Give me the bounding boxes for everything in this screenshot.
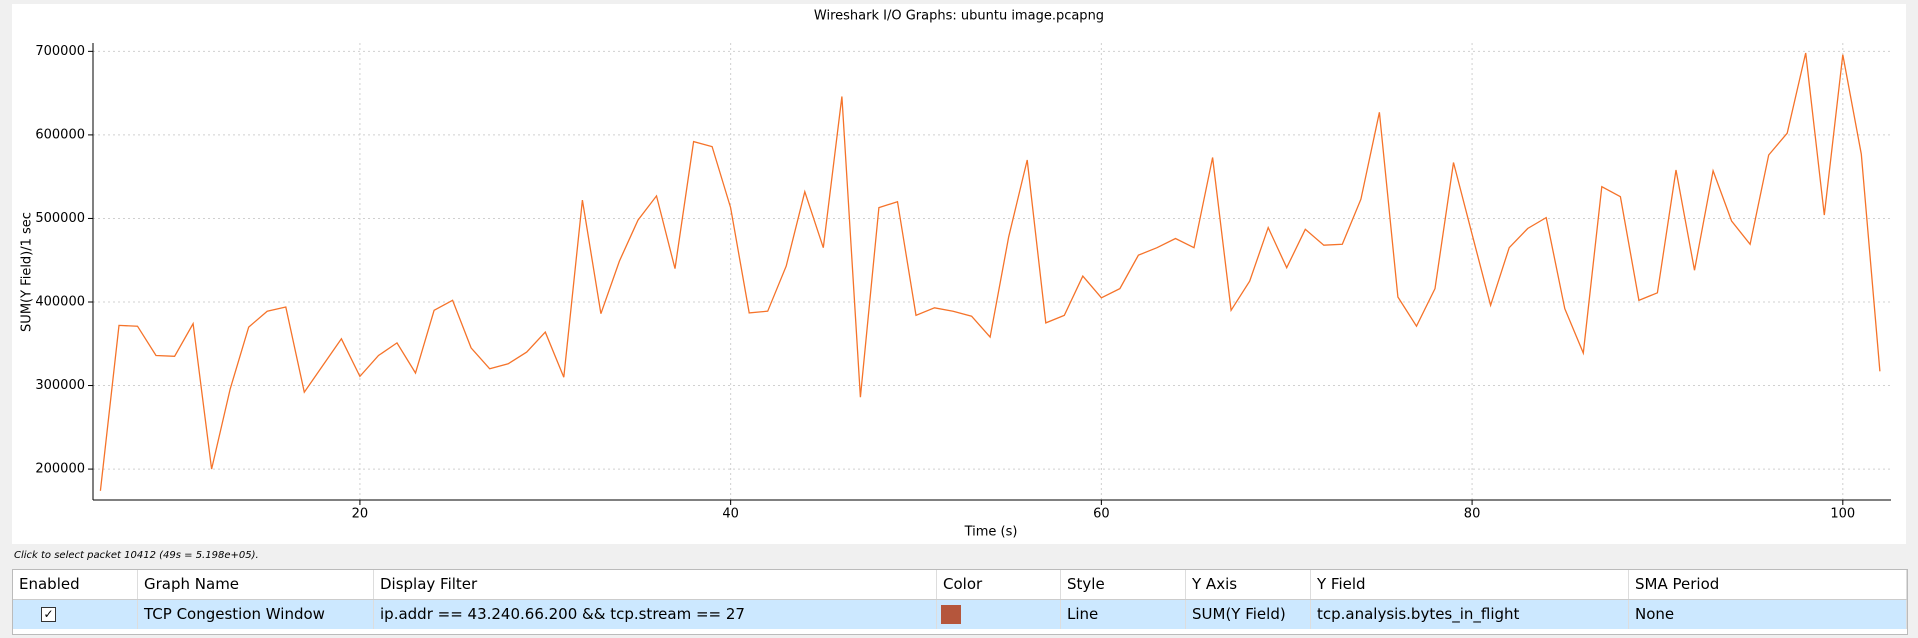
checkbox[interactable]: ✓ xyxy=(41,607,56,622)
data-line xyxy=(99,52,1881,491)
column-header: Display Filter xyxy=(374,570,937,599)
table-cell: ✓ xyxy=(13,600,138,629)
x-tick-label: 20 xyxy=(352,507,369,522)
table-cell: SUM(Y Field) xyxy=(1186,600,1311,629)
x-tick-label: 40 xyxy=(722,507,739,522)
table-cell: tcp.analysis.bytes_in_flight xyxy=(1311,600,1629,629)
plot-panel xyxy=(12,4,1906,544)
y-tick-label: 700000 xyxy=(35,44,85,59)
color-swatch[interactable] xyxy=(941,605,961,624)
table-cell: TCP Congestion Window xyxy=(138,600,374,629)
y-tick-label: 400000 xyxy=(35,294,85,309)
x-axis-label: Time (s) xyxy=(964,525,1018,540)
table-cell xyxy=(937,600,1061,629)
y-tick-label: 300000 xyxy=(35,378,85,393)
y-tick-label: 200000 xyxy=(35,462,85,477)
table-cell: Line xyxy=(1061,600,1186,629)
table-row[interactable]: ✓ TCP Congestion Window ip.addr == 43.240.… xyxy=(13,600,1907,629)
graph-table: Enabled Graph Name Display Filter Color Styl… xyxy=(12,569,1908,635)
column-header: Style xyxy=(1061,570,1186,599)
column-header: Enabled xyxy=(13,570,138,599)
column-header: Y Axis xyxy=(1186,570,1311,599)
column-header: Graph Name xyxy=(138,570,374,599)
chart-title: Wireshark I/O Graphs: ubuntu image.pcapn… xyxy=(814,9,1104,24)
x-tick-label: 100 xyxy=(1830,507,1855,522)
x-tick-label: 80 xyxy=(1464,507,1481,522)
status-text: Click to select packet 10412 (49s = 5.19… xyxy=(14,550,259,561)
table-cell: ip.addr == 43.240.66.200 && tcp.stream =… xyxy=(374,600,937,629)
chart: Wireshark I/O Graphs: ubuntu image.pcapn… xyxy=(12,4,1906,544)
column-header: Y Field xyxy=(1311,570,1629,599)
y-axis-label: SUM(Y Field)/1 sec xyxy=(20,212,35,332)
column-header: Color xyxy=(937,570,1061,599)
table-cell: None xyxy=(1629,600,1907,629)
y-tick-label: 500000 xyxy=(35,211,85,226)
x-tick-label: 60 xyxy=(1093,507,1110,522)
y-tick-label: 600000 xyxy=(35,127,85,142)
column-header: SMA Period xyxy=(1629,570,1907,599)
table-header: Enabled Graph Name Display Filter Color Styl… xyxy=(13,570,1907,600)
